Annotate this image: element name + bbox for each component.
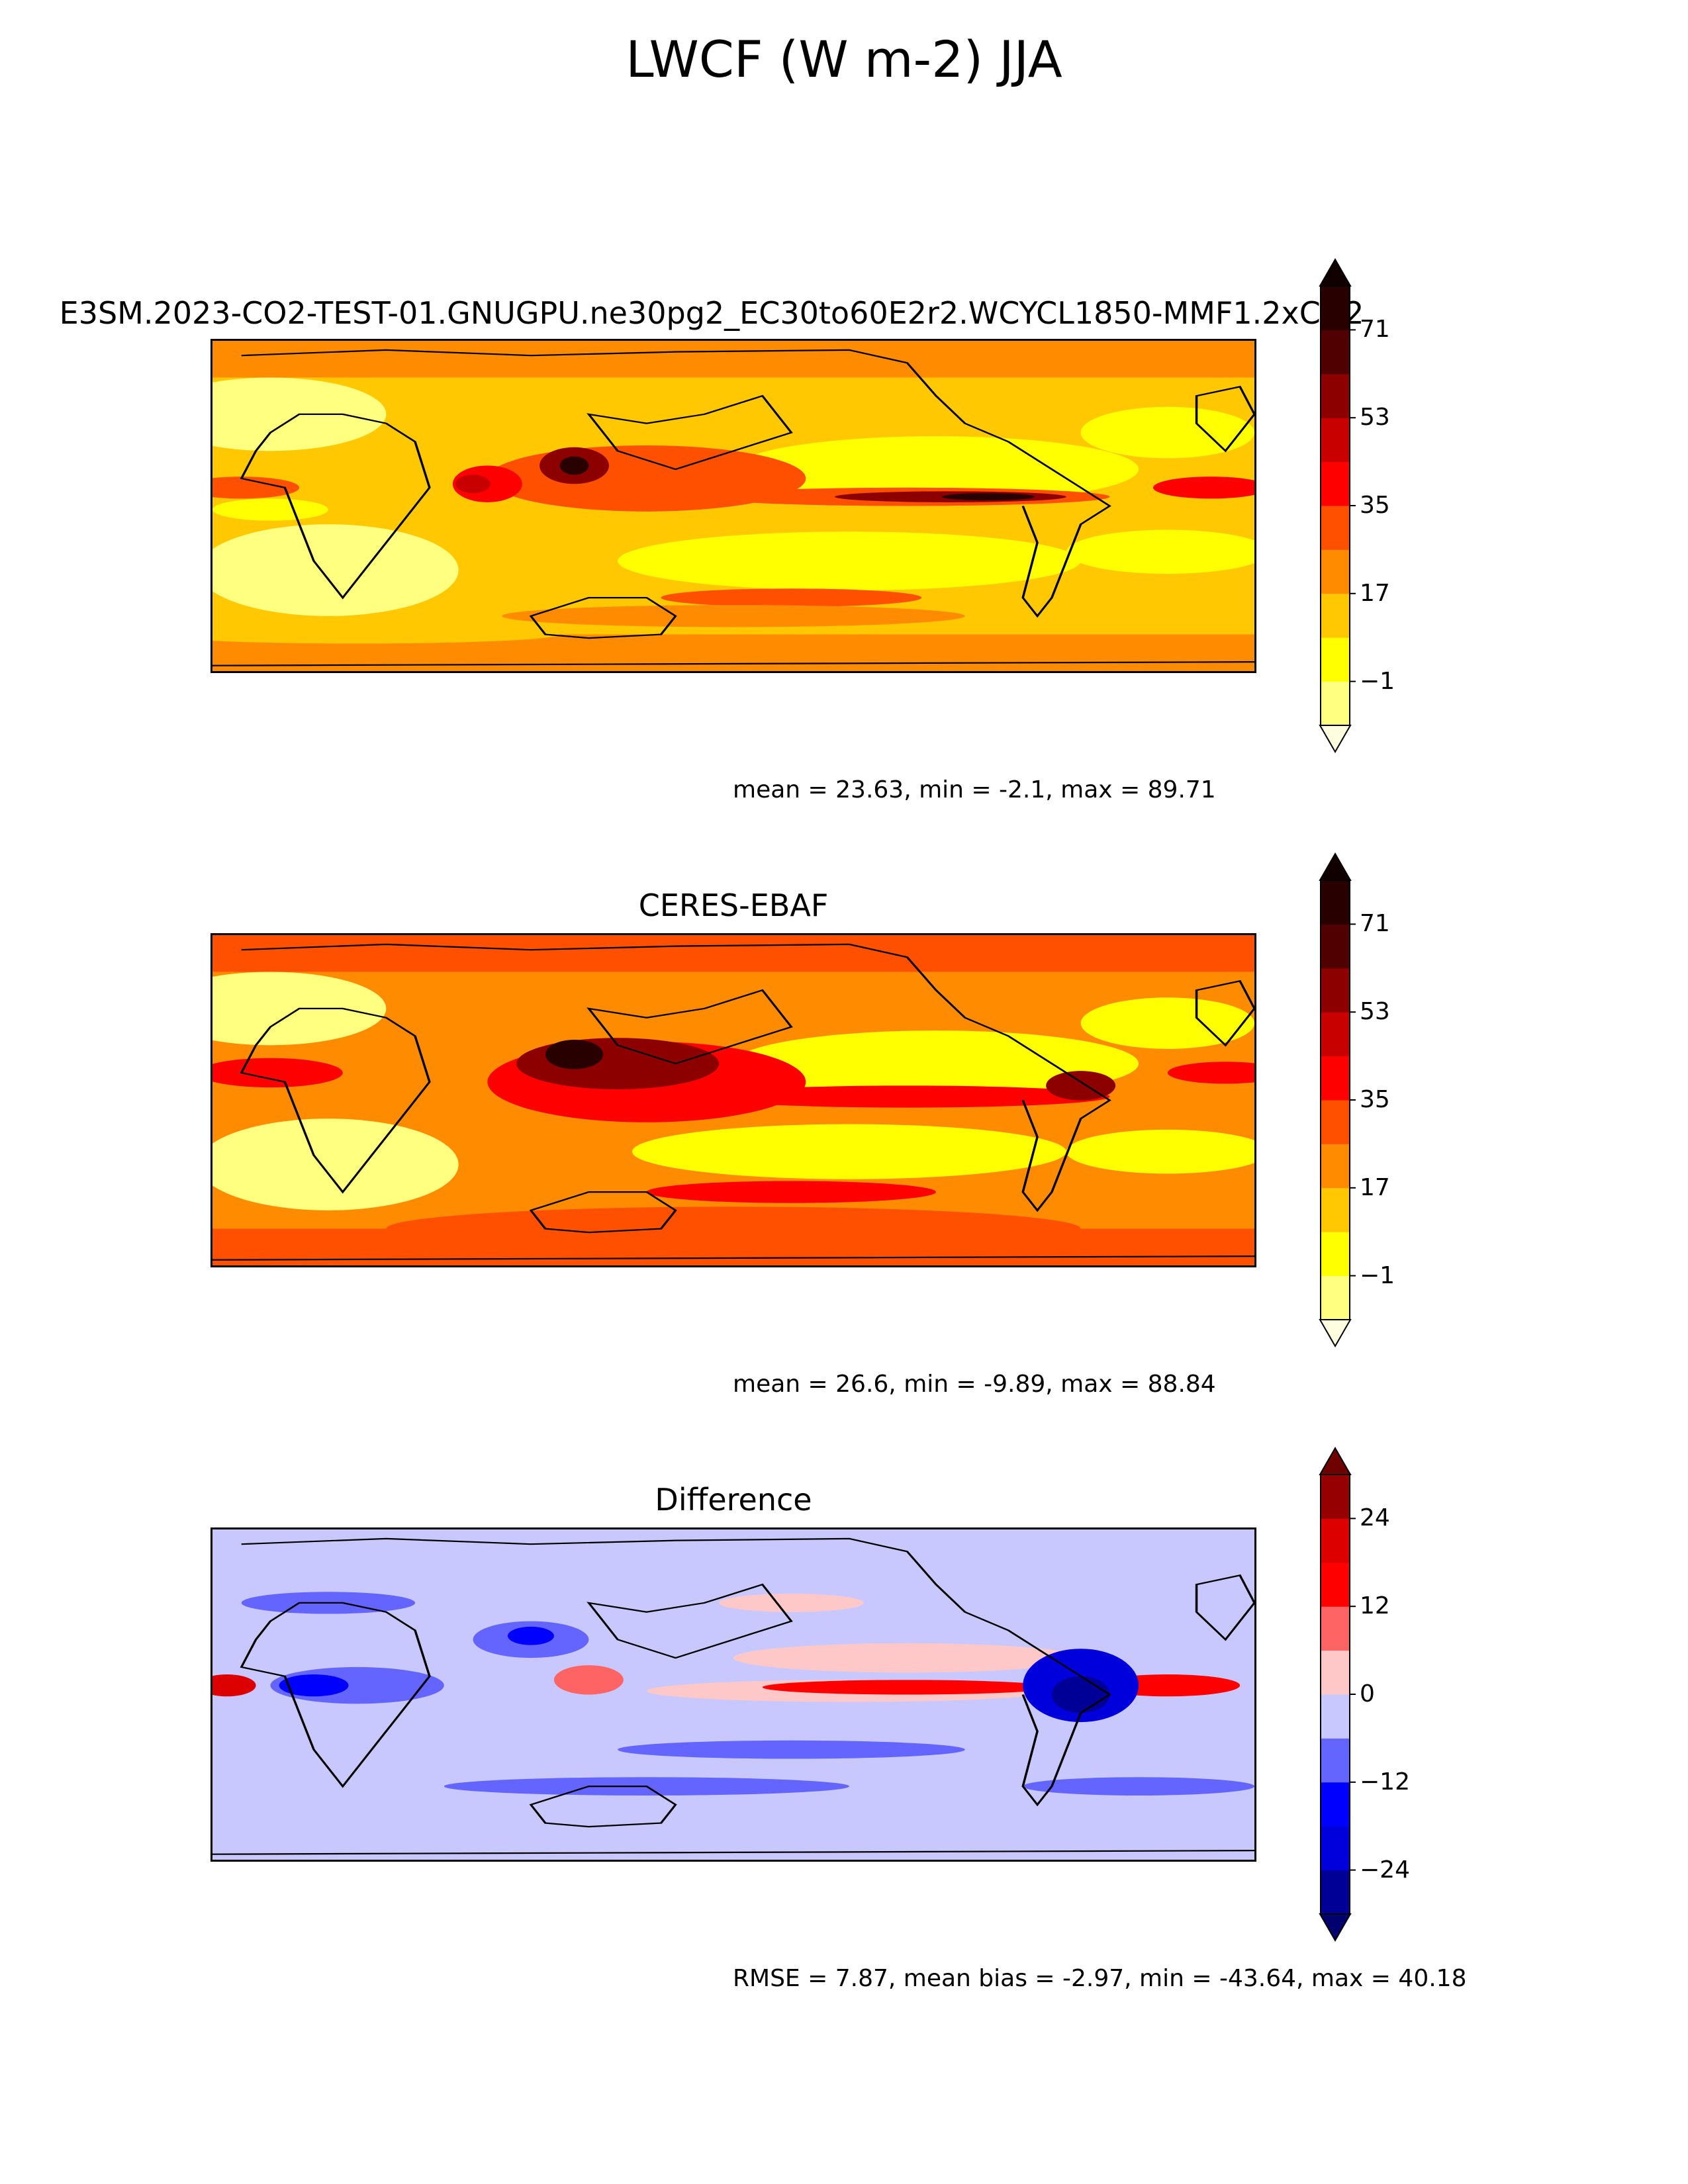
colorbar-bin (1320, 924, 1350, 969)
stats-obs: mean = 26.6, min = -9.89, max = 88.84 (733, 1371, 1216, 1398)
colorbar-bin (1320, 1275, 1350, 1320)
colorbar-tick-label: 0 (1360, 1680, 1375, 1707)
colorbar-tick-label: 17 (1360, 579, 1390, 607)
map-model-svg (212, 341, 1254, 671)
colorbar-bin (1320, 1694, 1350, 1739)
colorbar-bin (1320, 418, 1350, 463)
colorbar-tick-label: 17 (1360, 1173, 1390, 1201)
field-obs (212, 935, 1254, 1265)
colorbar-bin (1320, 506, 1350, 550)
colorbar-extend-high (1319, 852, 1352, 881)
colorbar-extend-low (1319, 725, 1352, 754)
colorbar-tick-label: 53 (1360, 404, 1390, 432)
colorbar-bin (1320, 1475, 1350, 1519)
field-model (212, 341, 1254, 671)
colorbar-bin (1320, 286, 1350, 330)
colorbar-tick-label: 12 (1360, 1592, 1390, 1620)
figure-title: LWCF (W m-2) JJA (626, 30, 1062, 89)
colorbar-bin (1320, 1782, 1350, 1827)
colorbar-extend-low (1319, 1319, 1352, 1348)
colorbar-bin (1320, 681, 1350, 726)
colorbar-obs-svg (1319, 852, 1356, 1348)
colorbar-bin (1320, 1870, 1350, 1915)
colorbar-bin (1320, 1738, 1350, 1783)
map-obs (211, 933, 1256, 1267)
colorbar-bin (1320, 1056, 1350, 1101)
colorbar-tick-label: −1 (1360, 1261, 1395, 1289)
colorbar-bin (1320, 1100, 1350, 1144)
field-diff (212, 1529, 1254, 1860)
colorbar-extend-low (1319, 1913, 1352, 1942)
colorbar-bin (1320, 461, 1350, 506)
colorbar-tick-label: −24 (1360, 1856, 1410, 1884)
colorbar-tick-label: 35 (1360, 492, 1390, 519)
colorbar-bin (1320, 549, 1350, 594)
colorbar-model (1319, 257, 1356, 754)
panel-title-obs: CERES-EBAF (638, 887, 829, 923)
map-model (211, 339, 1256, 673)
panel-title-diff: Difference (655, 1482, 812, 1518)
colorbar-bin (1320, 1562, 1350, 1607)
coastlines-obs (212, 943, 1254, 1261)
colorbar-tick-label: 35 (1360, 1086, 1390, 1113)
map-obs-svg (212, 935, 1254, 1265)
colorbar-bin (1320, 1650, 1350, 1695)
stats-model: mean = 23.63, min = -2.1, max = 89.71 (733, 776, 1216, 803)
colorbar-diff-svg (1319, 1446, 1356, 1942)
panel-title-model: E3SM.2023-CO2-TEST-01.GNUGPU.ne30pg2_EC3… (59, 295, 1364, 331)
map-diff (211, 1527, 1256, 1862)
colorbar-bin (1320, 968, 1350, 1013)
colorbar-tick-label: −1 (1360, 667, 1395, 695)
colorbar-tick-label: −12 (1360, 1768, 1410, 1796)
colorbar-bin (1320, 637, 1350, 682)
colorbar-bin (1320, 1606, 1350, 1651)
colorbar-diff (1319, 1446, 1356, 1942)
colorbar-extend-high (1319, 257, 1352, 287)
colorbar-tick-label: 71 (1360, 910, 1390, 938)
colorbar-bin (1320, 1232, 1350, 1277)
map-diff-svg (212, 1529, 1254, 1860)
colorbar-extend-high (1319, 1446, 1352, 1475)
colorbar-obs (1319, 852, 1356, 1348)
colorbar-model-svg (1319, 257, 1356, 754)
stats-diff: RMSE = 7.87, mean bias = -2.97, min = -4… (733, 1965, 1467, 1992)
colorbar-tick-label: 71 (1360, 316, 1390, 343)
colorbar-bin (1320, 1144, 1350, 1189)
colorbar-bin (1320, 330, 1350, 375)
colorbar-bin (1320, 1518, 1350, 1563)
colorbar-bin (1320, 1187, 1350, 1232)
colorbar-bin (1320, 1826, 1350, 1871)
colorbar-bin (1320, 880, 1350, 925)
coastlines-diff (212, 1537, 1254, 1855)
colorbar-tick-label: 24 (1360, 1504, 1390, 1532)
colorbar-tick-label: 53 (1360, 998, 1390, 1026)
colorbar-bin (1320, 373, 1350, 418)
coastlines-model (212, 349, 1254, 666)
colorbar-bin (1320, 593, 1350, 638)
colorbar-bin (1320, 1012, 1350, 1057)
